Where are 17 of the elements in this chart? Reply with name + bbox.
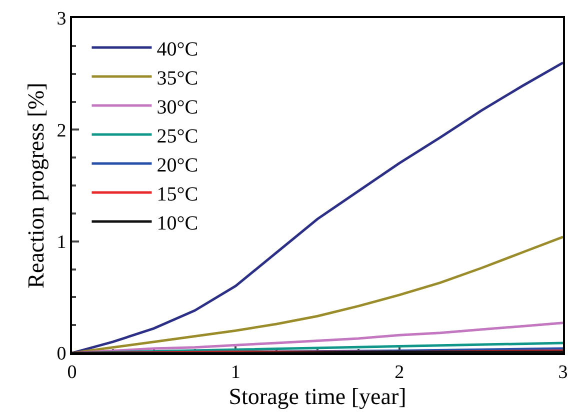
x-axis-title: Storage time [year]: [228, 384, 406, 409]
y-axis-title: Reaction progress [%]: [24, 82, 49, 288]
x-tick-label: 2: [394, 362, 404, 383]
y-tick-label: 3: [56, 8, 66, 30]
legend-label: 25°C: [156, 125, 198, 148]
x-tick-label: 1: [230, 362, 240, 383]
legend-label: 20°C: [156, 154, 198, 176]
legend-label: 10°C: [156, 212, 198, 234]
legend-label: 35°C: [156, 67, 198, 90]
legend-label: 40°C: [156, 38, 198, 60]
y-tick-label: 2: [56, 120, 66, 142]
legend-label: 30°C: [156, 96, 198, 118]
x-tick-label: 3: [558, 362, 568, 383]
legend-label: 15°C: [156, 183, 198, 206]
line-series: [72, 61, 563, 353]
y-tick-label: 1: [56, 232, 66, 253]
y-tick-label: 0: [56, 344, 66, 365]
